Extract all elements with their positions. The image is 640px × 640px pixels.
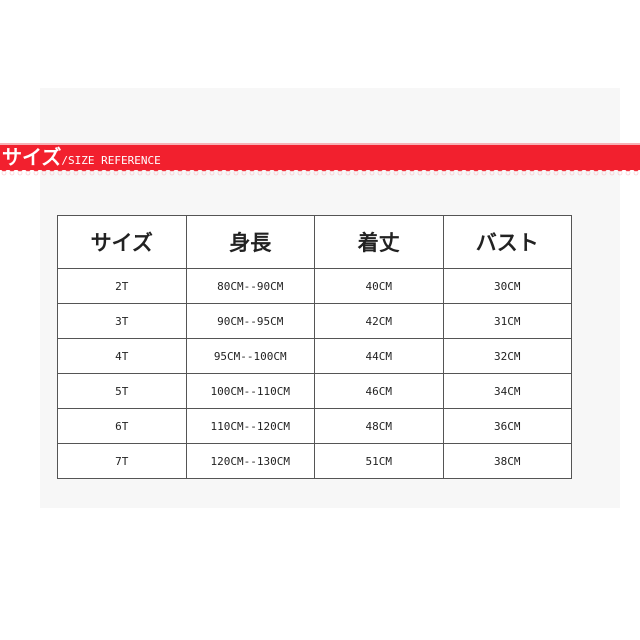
table-cell: 3T [57, 303, 187, 339]
table-cell: 100CM--110CM [185, 373, 315, 409]
table-cell: 90CM--95CM [185, 303, 315, 339]
table-cell: 42CM [314, 303, 444, 339]
table-cell: 120CM--130CM [185, 443, 315, 479]
table-cell: 30CM [442, 268, 572, 304]
banner-title-jp: サイズ [2, 145, 62, 169]
column-header: サイズ [57, 215, 187, 269]
table-cell: 6T [57, 408, 187, 444]
lace-border-dots [0, 170, 640, 176]
table-cell: 44CM [314, 338, 444, 374]
table-row: 5T 100CM--110CM 46CM 34CM [57, 373, 572, 409]
size-reference-banner: サイズ/SIZE REFERENCE [0, 143, 640, 170]
table-cell: 4T [57, 338, 187, 374]
table-row: 2T 80CM--90CM 40CM 30CM [57, 268, 572, 304]
table-cell: 31CM [442, 303, 572, 339]
table-row: 4T 95CM--100CM 44CM 32CM [57, 338, 572, 374]
table-cell: 32CM [442, 338, 572, 374]
table-cell: 40CM [314, 268, 444, 304]
table-cell: 34CM [442, 373, 572, 409]
table-row: 3T 90CM--95CM 42CM 31CM [57, 303, 572, 339]
table-cell: 2T [57, 268, 187, 304]
table-cell: 5T [57, 373, 187, 409]
column-header: バスト [442, 215, 572, 269]
table-cell: 110CM--120CM [185, 408, 315, 444]
table-cell: 36CM [442, 408, 572, 444]
table-cell: 38CM [442, 443, 572, 479]
banner-title: サイズ/SIZE REFERENCE [2, 145, 161, 170]
table-header-row: サイズ 身長 着丈 バスト [57, 215, 572, 269]
table-row: 6T 110CM--120CM 48CM 36CM [57, 408, 572, 444]
table-cell: 7T [57, 443, 187, 479]
table-cell: 51CM [314, 443, 444, 479]
column-header: 着丈 [314, 215, 444, 269]
table-row: 7T 120CM--130CM 51CM 38CM [57, 443, 572, 479]
table-cell: 46CM [314, 373, 444, 409]
table-cell: 95CM--100CM [185, 338, 315, 374]
table-cell: 80CM--90CM [185, 268, 315, 304]
banner-title-en: /SIZE REFERENCE [61, 154, 161, 167]
column-header: 身長 [185, 215, 315, 269]
size-table: サイズ 身長 着丈 バスト 2T 80CM--90CM 40CM 30CM 3T 90CM--9… [57, 215, 572, 479]
table-cell: 48CM [314, 408, 444, 444]
